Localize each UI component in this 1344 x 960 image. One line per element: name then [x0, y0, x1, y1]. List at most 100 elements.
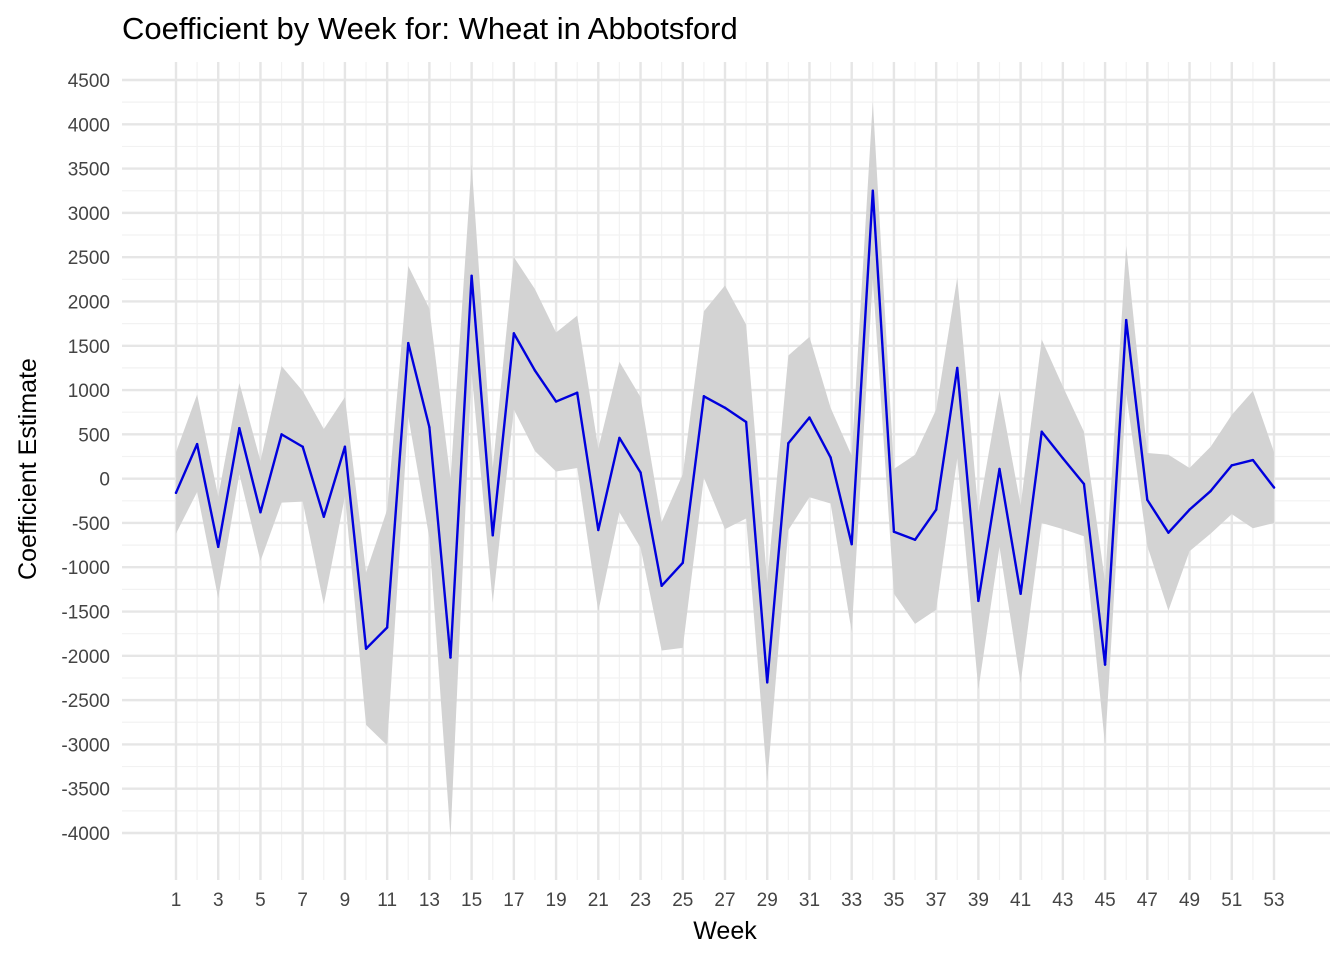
x-axis-ticks: 1 3 5 7 9 11 13 15 17 19 21 23 25 27 29 31 33 35 37 39 41 43 4…: [171, 890, 1285, 911]
x-tick-label: 33: [841, 890, 862, 911]
y-axis-ticks: -4000 -3500 -3000 -2500 -2000 -1500 -1000 -500 0…: [61, 71, 110, 845]
y-tick-label: 1000: [68, 381, 110, 402]
x-tick-label: 13: [419, 890, 440, 911]
data-point-week-42: [1040, 430, 1043, 433]
data-point-week-48: [1167, 531, 1170, 534]
x-tick-label: 29: [757, 890, 778, 911]
data-point-week-10: [364, 647, 368, 650]
x-tick-label: 11: [377, 890, 397, 911]
data-point-week-27: [723, 406, 727, 409]
y-tick-label: -1500: [61, 603, 110, 624]
data-point-week-5: [259, 511, 262, 514]
data-point-week-21: [597, 528, 600, 532]
data-point-week-1: [174, 491, 178, 495]
data-point-week-20: [575, 391, 579, 394]
x-tick-label: 5: [255, 890, 266, 911]
y-tick-label: 2500: [68, 248, 110, 269]
x-tick-label: 45: [1095, 890, 1116, 911]
x-tick-label: 25: [672, 890, 693, 911]
y-tick-label: 4500: [68, 71, 110, 92]
data-point-week-32: [829, 456, 832, 459]
data-point-week-46: [1124, 318, 1128, 322]
y-tick-label: 0: [99, 470, 110, 491]
x-tick-label: 7: [297, 890, 308, 911]
data-point-week-28: [744, 420, 748, 424]
data-point-week-7: [301, 445, 304, 448]
data-point-week-22: [618, 436, 621, 440]
data-point-week-35: [892, 530, 896, 533]
data-point-week-44: [1082, 482, 1086, 486]
data-point-week-36: [913, 538, 917, 541]
x-tick-label: 49: [1179, 890, 1200, 911]
data-point-week-51: [1230, 464, 1233, 467]
data-point-week-31: [808, 416, 811, 419]
y-tick-label: 3000: [68, 204, 110, 225]
x-axis-title: Week: [693, 917, 757, 945]
data-point-week-38: [956, 366, 959, 370]
x-tick-label: 35: [883, 890, 904, 911]
data-point-week-39: [977, 599, 980, 603]
data-point-week-37: [934, 508, 938, 511]
data-point-week-17: [512, 332, 516, 335]
data-point-week-12: [407, 341, 410, 345]
data-point-week-52: [1251, 458, 1255, 462]
y-tick-label: -3500: [61, 780, 110, 801]
x-tick-label: 47: [1137, 890, 1158, 911]
data-point-week-29: [766, 681, 769, 684]
x-tick-label: 53: [1263, 890, 1284, 911]
y-tick-label: -4000: [61, 824, 110, 845]
x-tick-label: 15: [461, 890, 482, 911]
x-tick-label: 1: [171, 890, 182, 911]
data-point-week-14: [449, 656, 452, 659]
x-tick-label: 27: [714, 890, 735, 911]
data-point-week-47: [1146, 498, 1149, 502]
data-point-week-50: [1209, 489, 1212, 493]
x-tick-label: 9: [340, 890, 351, 911]
data-point-week-53: [1272, 486, 1276, 489]
y-tick-label: 2000: [68, 292, 110, 313]
y-axis-title: Coefficient Estimate: [14, 358, 42, 580]
data-point-week-4: [238, 426, 241, 430]
data-point-week-11: [385, 626, 389, 629]
data-point-week-25: [681, 561, 684, 565]
data-point-week-8: [322, 515, 326, 518]
data-point-week-3: [217, 545, 220, 549]
y-tick-label: -2500: [61, 691, 110, 712]
x-tick-label: 37: [926, 890, 947, 911]
x-tick-label: 19: [546, 890, 567, 911]
data-point-week-9: [343, 445, 347, 448]
x-tick-label: 21: [588, 890, 609, 911]
y-tick-label: -500: [72, 514, 110, 535]
y-tick-label: 4000: [68, 115, 110, 136]
data-point-week-40: [998, 467, 1001, 471]
y-tick-label: 1500: [68, 337, 110, 358]
data-points-layer: [174, 189, 1276, 684]
x-tick-label: 23: [630, 890, 651, 911]
x-tick-label: 3: [213, 890, 224, 911]
data-point-week-34: [871, 189, 875, 192]
x-tick-label: 41: [1010, 890, 1031, 911]
x-tick-label: 51: [1221, 890, 1242, 911]
x-tick-label: 17: [503, 890, 524, 911]
chart-title: Coefficient by Week for: Wheat in Abbots…: [122, 11, 738, 46]
data-point-week-2: [195, 442, 199, 446]
data-point-week-23: [639, 471, 642, 474]
data-point-week-26: [702, 395, 706, 398]
x-tick-label: 31: [799, 890, 820, 911]
data-point-week-6: [280, 433, 283, 436]
data-point-week-45: [1103, 663, 1107, 666]
data-point-week-49: [1188, 508, 1191, 511]
data-point-week-18: [533, 369, 537, 372]
data-point-week-16: [491, 534, 494, 537]
data-point-week-15: [470, 274, 473, 277]
y-tick-label: 3500: [68, 160, 110, 181]
y-tick-label: -3000: [61, 735, 110, 756]
data-point-week-30: [787, 442, 790, 445]
data-point-week-41: [1019, 592, 1022, 596]
data-point-week-24: [660, 584, 663, 588]
data-point-week-33: [850, 543, 853, 546]
data-point-week-19: [554, 400, 558, 403]
x-tick-label: 43: [1052, 890, 1073, 911]
y-tick-label: 500: [78, 425, 110, 446]
